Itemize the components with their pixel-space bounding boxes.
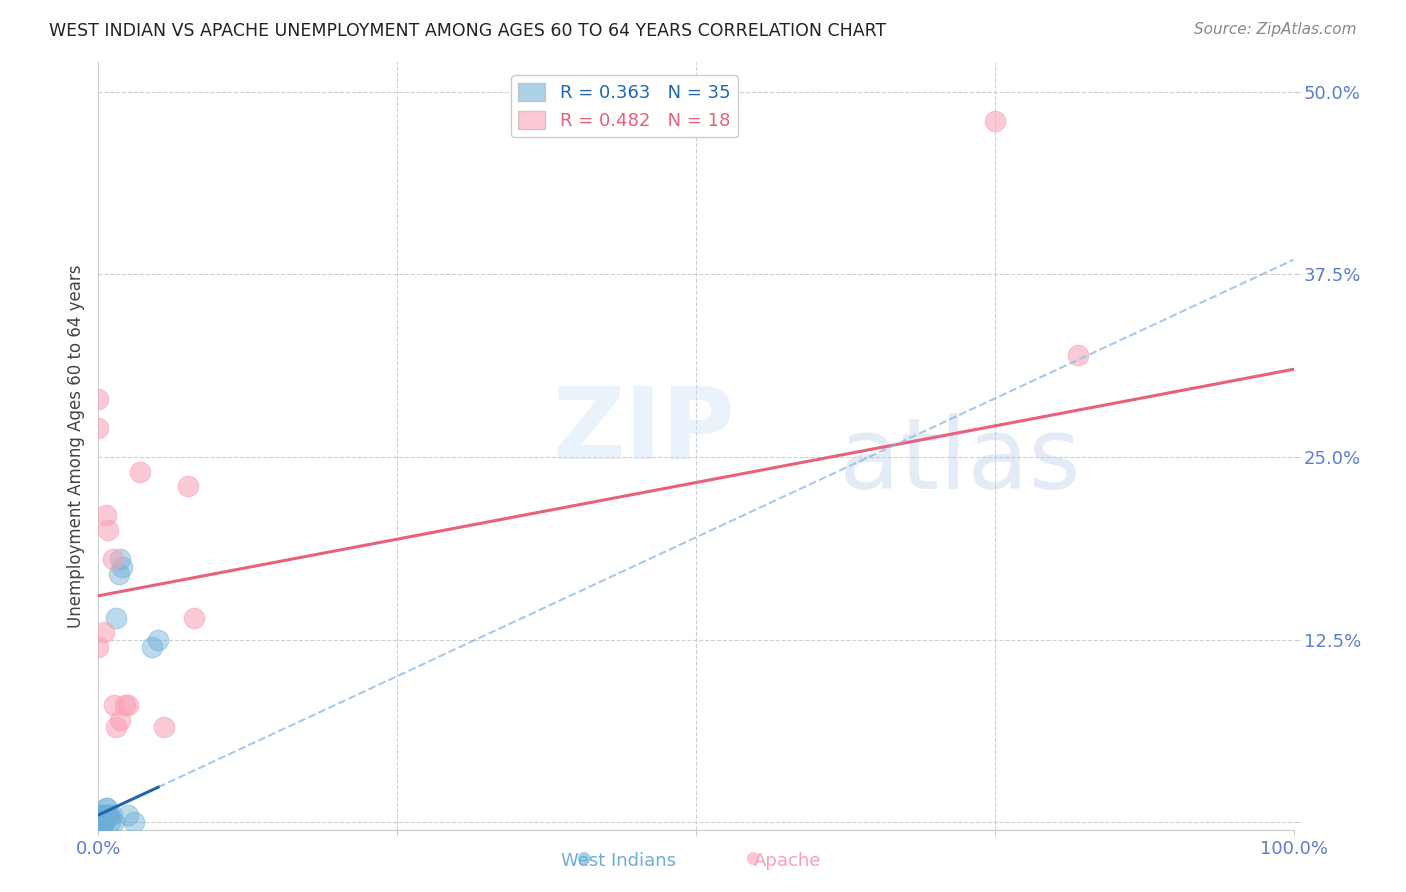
Point: [98, 808, 121, 822]
Point: [100, 808, 122, 822]
Point: [101, 552, 124, 566]
Point: [93, 815, 115, 830]
Point: [141, 640, 163, 654]
Point: [117, 808, 139, 822]
Point: [984, 114, 1007, 128]
Point: [117, 698, 139, 713]
Point: [90, 815, 112, 830]
Point: [129, 465, 152, 479]
Point: [91, 808, 114, 822]
Point: [90, 815, 112, 830]
Point: [87, 640, 110, 654]
Point: [111, 559, 134, 574]
Point: [91, 815, 114, 830]
Point: [153, 720, 176, 734]
Text: ●: ●: [576, 849, 591, 867]
Point: [97, 523, 120, 537]
Text: ●: ●: [745, 849, 759, 867]
Point: [124, 815, 146, 830]
Point: [108, 552, 131, 566]
Point: [87, 815, 110, 830]
Point: [94, 508, 117, 523]
Point: [94, 800, 117, 814]
Point: [96, 800, 118, 814]
Point: [91, 815, 114, 830]
Point: [94, 808, 117, 822]
Point: [97, 808, 120, 822]
Point: [105, 720, 128, 734]
Point: [91, 815, 114, 830]
Point: [91, 808, 114, 822]
Point: [93, 815, 115, 830]
Point: [148, 632, 170, 647]
Text: atlas: atlas: [839, 413, 1081, 510]
Point: [87, 421, 110, 435]
Legend: R = 0.363   N = 35, R = 0.482   N = 18: R = 0.363 N = 35, R = 0.482 N = 18: [510, 75, 738, 137]
Point: [87, 815, 110, 830]
Text: ZIP: ZIP: [553, 382, 735, 479]
Point: [103, 698, 125, 713]
Point: [105, 610, 128, 624]
Point: [91, 808, 114, 822]
Point: [114, 698, 136, 713]
Point: [93, 625, 115, 640]
Point: [93, 815, 115, 830]
Point: [89, 815, 111, 830]
Point: [89, 815, 111, 830]
Point: [1067, 348, 1090, 362]
Text: WEST INDIAN VS APACHE UNEMPLOYMENT AMONG AGES 60 TO 64 YEARS CORRELATION CHART: WEST INDIAN VS APACHE UNEMPLOYMENT AMONG…: [49, 22, 886, 40]
Point: [94, 808, 117, 822]
Y-axis label: Unemployment Among Ages 60 to 64 years: Unemployment Among Ages 60 to 64 years: [66, 264, 84, 628]
Point: [91, 815, 114, 830]
Point: [98, 815, 122, 830]
Point: [177, 479, 200, 493]
Point: [108, 713, 131, 727]
Text: West Indians: West Indians: [561, 852, 676, 870]
Point: [103, 815, 125, 830]
Point: [87, 392, 110, 406]
Text: Apache: Apache: [754, 852, 821, 870]
Point: [91, 815, 114, 830]
Point: [183, 610, 205, 624]
Point: [90, 815, 112, 830]
Point: [107, 566, 129, 581]
Text: Source: ZipAtlas.com: Source: ZipAtlas.com: [1194, 22, 1357, 37]
